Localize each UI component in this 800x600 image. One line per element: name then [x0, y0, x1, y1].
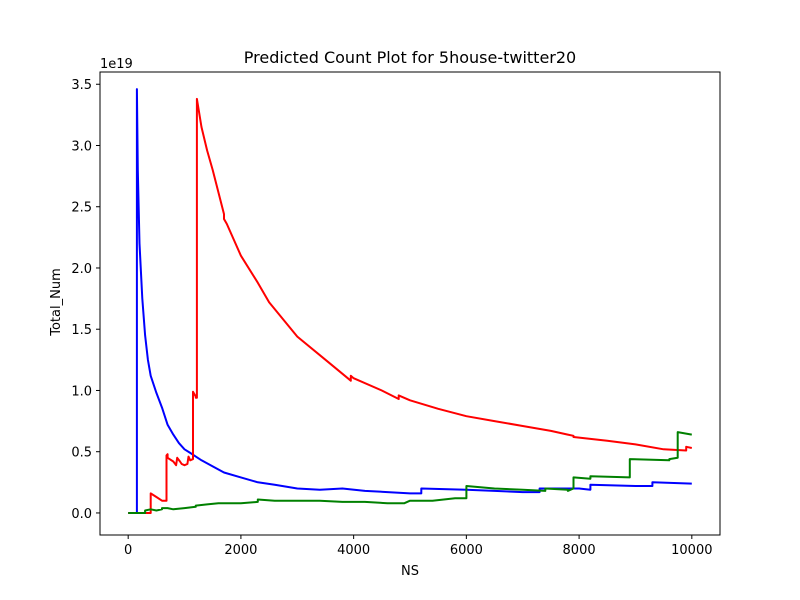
plot-area: 0 2000 4000 6000 8000 10000 0.0 0.5 1.0 1.5 2.0 2.5… — [71, 71, 721, 558]
y-axis-multiplier: 1e19 — [100, 57, 133, 72]
axes-frame — [99, 71, 721, 536]
x-tick-label: 8000 — [563, 543, 596, 558]
chart-title: Predicted Count Plot for 5house-twitter2… — [244, 48, 576, 67]
x-tick-label: 2000 — [224, 543, 257, 558]
y-tick-label: 3.5 — [71, 78, 92, 93]
x-axis-label: NS — [401, 564, 419, 579]
series-line-3 — [128, 431, 692, 514]
x-tick-label: 6000 — [450, 543, 483, 558]
y-tick-label: 0.5 — [71, 446, 92, 461]
series-line-2 — [128, 97, 693, 514]
y-tick-label: 2.0 — [71, 262, 92, 277]
y-tick-label: 1.5 — [71, 323, 92, 338]
x-tick-label: 0 — [124, 543, 132, 558]
series-line-1 — [128, 88, 692, 514]
y-tick-label: 1.0 — [71, 384, 92, 399]
y-tick-label: 0.0 — [71, 507, 92, 522]
y-tick-label: 3.0 — [71, 139, 92, 154]
x-tick-label: 10000 — [671, 543, 712, 558]
y-axis-label: Total_Num — [49, 268, 64, 337]
x-tick-label: 4000 — [337, 543, 370, 558]
y-tick-label: 2.5 — [71, 201, 92, 216]
